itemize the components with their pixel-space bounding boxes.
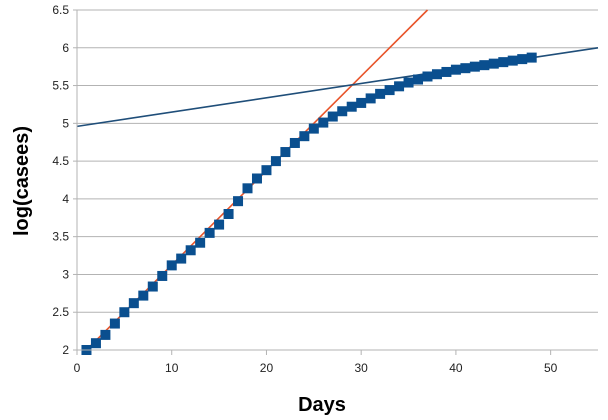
data-point (176, 253, 187, 264)
data-point (450, 64, 461, 75)
data-point (413, 74, 424, 85)
data-point (195, 237, 206, 248)
data-point (394, 81, 405, 92)
data-point (356, 97, 367, 108)
y-axis-title: log(casees) (11, 126, 33, 236)
data-point (157, 270, 168, 281)
data-point (185, 245, 196, 256)
data-point (299, 131, 310, 142)
y-tick-label: 5.5 (52, 79, 69, 93)
data-point (375, 88, 386, 99)
x-tick-label: 30 (355, 361, 369, 375)
data-point (223, 209, 234, 219)
data-point (469, 61, 480, 72)
data-point (100, 329, 111, 340)
data-point (280, 147, 291, 158)
data-point (147, 281, 158, 292)
data-point (109, 318, 120, 329)
x-tick-label: 0 (74, 361, 81, 375)
data-point (337, 106, 348, 117)
data-point (498, 57, 509, 68)
y-tick-label: 3 (62, 267, 69, 281)
data-point (233, 196, 244, 207)
data-point (261, 165, 272, 176)
data-point (517, 54, 528, 65)
data-point (507, 55, 518, 66)
data-point (289, 137, 300, 148)
y-tick-label: 3.5 (52, 230, 69, 244)
data-point (327, 111, 338, 122)
data-point (251, 173, 262, 184)
y-tick-label: 4 (62, 192, 69, 206)
data-point (384, 85, 395, 96)
data-point (431, 69, 442, 80)
x-tick-label: 10 (165, 361, 179, 375)
data-point (479, 60, 490, 71)
data-point (204, 227, 215, 238)
y-tick-label: 6.5 (52, 3, 69, 17)
x-tick-label: 40 (449, 361, 463, 375)
data-point (403, 77, 414, 88)
y-tick-label: 6 (62, 41, 69, 55)
data-point (308, 123, 319, 134)
data-point (128, 298, 139, 309)
y-tick-label: 2 (62, 343, 69, 357)
data-point (441, 66, 452, 77)
data-point (422, 71, 433, 82)
y-axis-ticks: 2 2.5 3 3.5 4 4.5 5 5.5 6 6.5 (52, 3, 77, 357)
data-point (346, 101, 357, 112)
data-point (460, 63, 471, 74)
data-point (242, 183, 253, 194)
x-axis-title: Days (298, 394, 346, 416)
data-points (81, 52, 537, 355)
data-point (318, 117, 329, 128)
data-point (526, 52, 537, 63)
data-point (488, 58, 499, 69)
x-tick-label: 50 (544, 361, 558, 375)
data-point (270, 156, 281, 167)
x-axis-ticks: 0 10 20 30 40 50 (74, 350, 558, 375)
data-point (90, 338, 101, 349)
data-point (138, 290, 149, 301)
data-point (119, 307, 130, 318)
y-tick-label: 5 (62, 116, 69, 130)
x-tick-label: 20 (260, 361, 274, 375)
axes (76, 10, 598, 351)
y-tick-label: 2.5 (52, 305, 69, 319)
y-tick-label: 4.5 (52, 154, 69, 168)
data-point (214, 219, 225, 230)
data-point (365, 93, 376, 104)
data-point (166, 260, 177, 271)
